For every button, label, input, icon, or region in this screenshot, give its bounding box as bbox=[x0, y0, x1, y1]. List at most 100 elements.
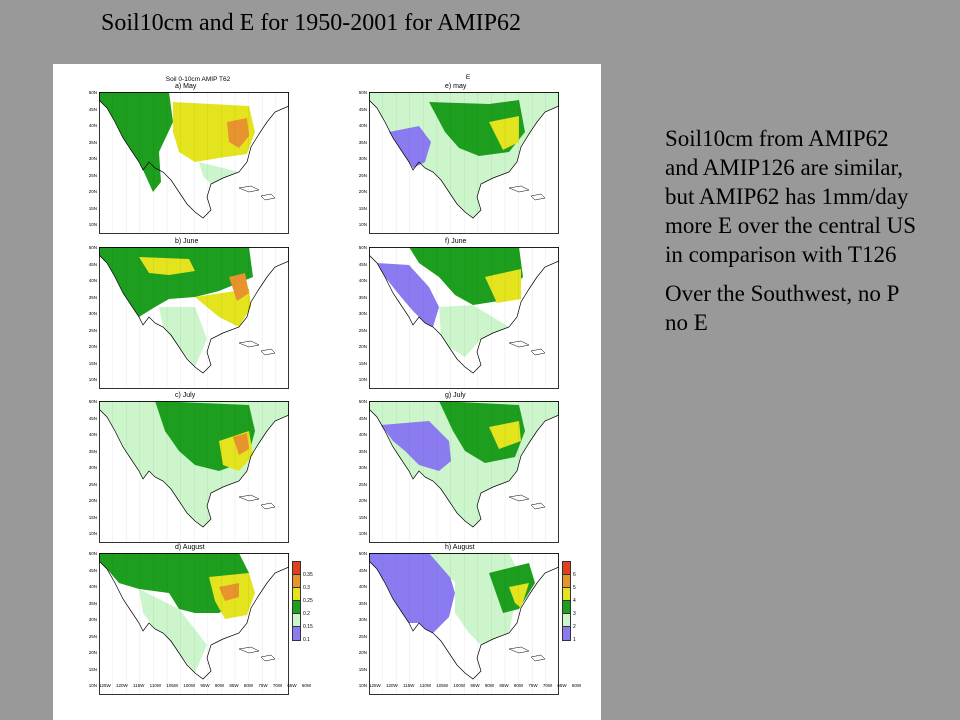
e-colorbar-label: 4 bbox=[573, 598, 576, 604]
soil-panel-label-2: c) July bbox=[175, 392, 196, 399]
lat-label: 35N bbox=[88, 294, 97, 300]
e-panel-label-1: f) June bbox=[445, 238, 467, 245]
lat-label: 10N bbox=[88, 683, 97, 688]
lat-label: 20N bbox=[88, 498, 97, 503]
lat-label: 10N bbox=[358, 683, 367, 688]
paragraph-2: Over the Southwest, no P no E bbox=[665, 281, 899, 335]
map-figure: Soil 0-10cm AMIP T62 E a) May 50N 45N 40N 35… bbox=[53, 64, 601, 720]
lat-label: 35N bbox=[88, 600, 97, 606]
lat-label: 25N bbox=[358, 633, 367, 639]
lat-label: 15N bbox=[358, 205, 367, 211]
e-colorbar-segment bbox=[562, 626, 571, 641]
lat-label: 30N bbox=[88, 617, 97, 622]
e-header: E bbox=[465, 74, 471, 81]
soil-map-1 bbox=[99, 247, 289, 389]
lat-label: 40N bbox=[88, 432, 97, 437]
paragraph-1: Soil10cm from AMIP62 and AMIP126 are sim… bbox=[665, 126, 916, 267]
lon-axis-right: 125W 120W 115W 110W 105W 100W 95W 90W 85… bbox=[369, 683, 582, 688]
e-map-0 bbox=[369, 92, 559, 234]
lat-label: 15N bbox=[88, 514, 97, 520]
lat-label: 15N bbox=[88, 666, 97, 672]
e-colorbar-label: 6 bbox=[573, 572, 576, 578]
lat-label: 15N bbox=[358, 360, 367, 366]
lat-label: 35N bbox=[358, 600, 367, 606]
lat-label: 10N bbox=[358, 531, 367, 536]
soil-colorbar-label: 0.15 bbox=[303, 624, 313, 630]
lat-label: 25N bbox=[88, 633, 97, 639]
lat-label: 40N bbox=[358, 432, 367, 437]
lat-label: 30N bbox=[358, 311, 367, 316]
soil-colorbar-segment bbox=[292, 613, 301, 628]
lat-label: 50N bbox=[358, 245, 367, 250]
lat-label: 25N bbox=[358, 172, 367, 178]
soil-panel-label-1: b) June bbox=[175, 238, 199, 245]
lat-label: 30N bbox=[88, 156, 97, 161]
lat-label: 25N bbox=[88, 481, 97, 487]
e-colorbar-segment bbox=[562, 561, 571, 576]
lat-label: 25N bbox=[88, 327, 97, 333]
lat-label: 20N bbox=[358, 344, 367, 349]
lat-label: 30N bbox=[358, 156, 367, 161]
lat-label: 40N bbox=[358, 278, 367, 283]
lat-label: 40N bbox=[88, 123, 97, 128]
lat-label: 45N bbox=[88, 106, 97, 112]
lat-label: 50N bbox=[88, 551, 97, 556]
lat-label: 20N bbox=[88, 650, 97, 655]
e-colorbar-segment bbox=[562, 600, 571, 615]
soil-map-0 bbox=[99, 92, 289, 234]
e-map-1 bbox=[369, 247, 559, 389]
e-panel-label-2: g) July bbox=[445, 392, 466, 399]
lat-label: 40N bbox=[88, 278, 97, 283]
soil-map-2 bbox=[99, 401, 289, 543]
soil-colorbar-label: 0.1 bbox=[303, 637, 310, 643]
lat-label: 35N bbox=[88, 448, 97, 454]
slide-title: Soil10cm and E for 1950-2001 for AMIP62 bbox=[101, 10, 521, 36]
soil-header: Soil 0-10cm AMIP T62 bbox=[165, 76, 231, 83]
lat-label: 45N bbox=[358, 567, 367, 573]
lat-label: 50N bbox=[358, 90, 367, 95]
lat-label: 30N bbox=[358, 465, 367, 470]
lat-label: 45N bbox=[88, 415, 97, 421]
lat-label: 10N bbox=[88, 531, 97, 536]
lat-label: 15N bbox=[88, 360, 97, 366]
lat-label: 50N bbox=[88, 399, 97, 404]
e-colorbar-segment bbox=[562, 587, 571, 602]
lat-label: 40N bbox=[358, 123, 367, 128]
e-colorbar-segment bbox=[562, 613, 571, 628]
lat-label: 45N bbox=[88, 567, 97, 573]
lat-label: 20N bbox=[358, 189, 367, 194]
lat-label: 20N bbox=[88, 189, 97, 194]
lat-label: 20N bbox=[358, 498, 367, 503]
lon-axis-left: 125W 120W 115W 110W 105W 100W 95W 90W 85… bbox=[99, 683, 312, 688]
e-colorbar-label: 2 bbox=[573, 624, 576, 630]
lat-label: 35N bbox=[358, 448, 367, 454]
lat-label: 30N bbox=[358, 617, 367, 622]
lat-label: 35N bbox=[358, 294, 367, 300]
e-colorbar-label: 3 bbox=[573, 611, 576, 617]
lat-label: 25N bbox=[358, 327, 367, 333]
lat-label: 35N bbox=[358, 139, 367, 145]
lat-label: 15N bbox=[358, 666, 367, 672]
lat-label: 10N bbox=[358, 377, 367, 382]
soil-colorbar-label: 0.35 bbox=[303, 572, 313, 578]
lat-label: 25N bbox=[88, 172, 97, 178]
lat-label: 40N bbox=[358, 584, 367, 589]
soil-colorbar-segment bbox=[292, 600, 301, 615]
lat-label: 10N bbox=[88, 377, 97, 382]
e-map-2 bbox=[369, 401, 559, 543]
soil-colorbar-label: 0.3 bbox=[303, 585, 310, 591]
soil-map-3 bbox=[99, 553, 289, 695]
soil-colorbar-segment bbox=[292, 626, 301, 641]
lat-label: 45N bbox=[358, 106, 367, 112]
soil-colorbar-label: 0.2 bbox=[303, 611, 310, 617]
lat-label: 50N bbox=[358, 399, 367, 404]
soil-colorbar-segment bbox=[292, 587, 301, 602]
lat-label: 15N bbox=[88, 205, 97, 211]
e-panel-label-3: h) August bbox=[445, 544, 475, 551]
lat-label: 50N bbox=[358, 551, 367, 556]
lat-label: 10N bbox=[88, 222, 97, 227]
e-panel-label-0: e) may bbox=[445, 83, 467, 90]
lat-label: 50N bbox=[88, 90, 97, 95]
e-colorbar-label: 1 bbox=[573, 637, 576, 643]
lat-label: 25N bbox=[358, 481, 367, 487]
